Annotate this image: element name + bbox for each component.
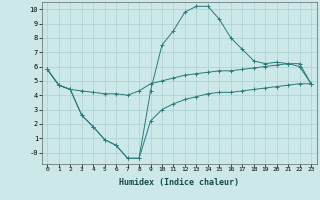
X-axis label: Humidex (Indice chaleur): Humidex (Indice chaleur) <box>119 178 239 187</box>
